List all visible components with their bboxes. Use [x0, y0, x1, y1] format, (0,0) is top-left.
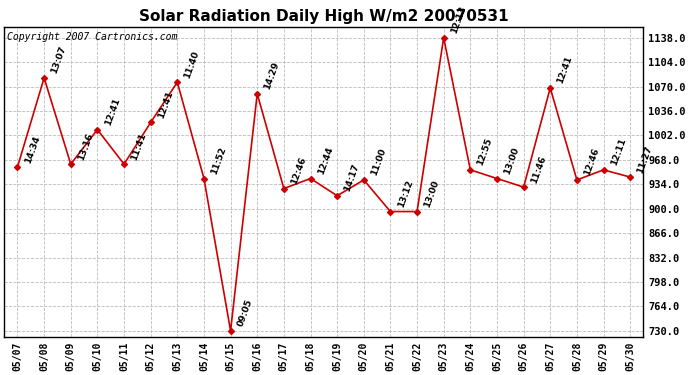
- Text: Copyright 2007 Cartronics.com: Copyright 2007 Cartronics.com: [8, 32, 178, 42]
- Text: 12:11: 12:11: [609, 137, 627, 167]
- Text: 12:44: 12:44: [316, 146, 335, 176]
- Text: 14:29: 14:29: [263, 61, 281, 91]
- Text: 13:00: 13:00: [422, 179, 441, 209]
- Text: 14:34: 14:34: [23, 134, 41, 164]
- Title: Solar Radiation Daily High W/m2 20070531: Solar Radiation Daily High W/m2 20070531: [139, 9, 509, 24]
- Text: 12:46: 12:46: [289, 156, 308, 186]
- Text: 12:13: 12:13: [449, 5, 468, 35]
- Text: 11:27: 11:27: [635, 144, 654, 174]
- Text: 11:00: 11:00: [369, 147, 388, 177]
- Text: 11:40: 11:40: [183, 50, 201, 80]
- Text: 12:46: 12:46: [582, 147, 601, 177]
- Text: 14:17: 14:17: [343, 163, 361, 193]
- Text: 12:41: 12:41: [156, 90, 175, 120]
- Text: 13:00: 13:00: [502, 146, 521, 176]
- Text: 11:46: 11:46: [529, 154, 547, 184]
- Text: 12:41: 12:41: [556, 55, 574, 85]
- Text: 12:41: 12:41: [103, 97, 121, 127]
- Text: 13:16: 13:16: [77, 131, 95, 161]
- Text: 11:41: 11:41: [130, 131, 148, 161]
- Text: 12:55: 12:55: [476, 137, 494, 167]
- Text: 11:52: 11:52: [210, 146, 228, 176]
- Text: 09:05: 09:05: [236, 298, 255, 328]
- Text: 13:12: 13:12: [396, 179, 414, 209]
- Text: 13:07: 13:07: [50, 45, 68, 75]
